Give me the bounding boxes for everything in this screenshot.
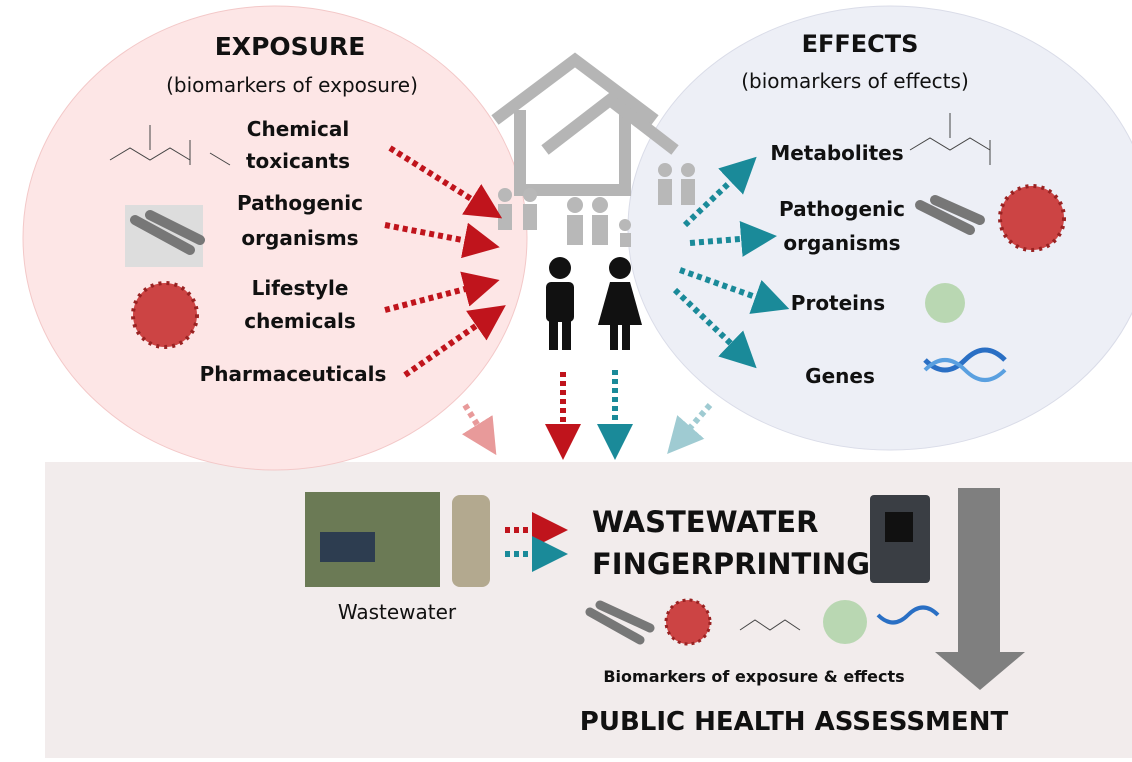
diagram: EXPOSURE (biomarkers of exposure) EFFECT… <box>0 0 1132 758</box>
item-label: Lifestyle <box>252 276 349 300</box>
item-label: organisms <box>783 231 900 255</box>
effects-title: EFFECTS <box>802 30 919 58</box>
item-label: Metabolites <box>770 141 903 165</box>
assessment-title: PUBLIC HEALTH ASSESSMENT <box>580 707 1009 737</box>
item-label: Pathogenic <box>779 197 905 221</box>
exposure-title: EXPOSURE <box>215 32 366 61</box>
item-label: Genes <box>805 364 875 388</box>
item-label: Chemical <box>247 117 349 141</box>
item-label: toxicants <box>246 149 350 173</box>
item-label: Proteins <box>791 291 885 315</box>
fingerprinting-title: WASTEWATER <box>592 505 818 539</box>
exposure-subtitle: (biomarkers of exposure) <box>166 73 418 97</box>
item-label: Pharmaceuticals <box>200 362 387 386</box>
item-label: chemicals <box>244 309 355 333</box>
fingerprinting-title: FINGERPRINTING <box>592 547 870 581</box>
item-label: organisms <box>241 226 358 250</box>
biomarkers-label: Biomarkers of exposure & effects <box>603 667 904 686</box>
effects-subtitle: (biomarkers of effects) <box>741 69 969 93</box>
wastewater-label: Wastewater <box>338 600 457 624</box>
item-label: Pathogenic <box>237 191 363 215</box>
people <box>546 257 642 350</box>
